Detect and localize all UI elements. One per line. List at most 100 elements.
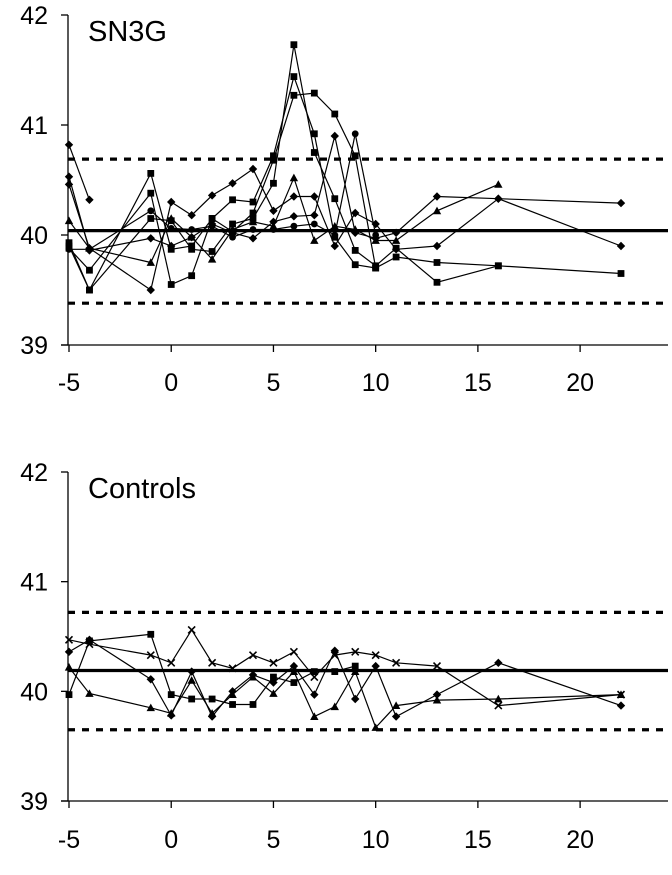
- data-point: [330, 702, 339, 711]
- data-point: [372, 231, 380, 239]
- chart-title: SN3G: [88, 16, 167, 48]
- data-point: [310, 668, 318, 675]
- data-point: [65, 691, 73, 699]
- series-6: [65, 89, 380, 294]
- data-point: [331, 195, 339, 203]
- data-point: [330, 131, 339, 141]
- data-point: [617, 270, 625, 277]
- data-point: [249, 209, 257, 217]
- data-point: [249, 701, 257, 708]
- data-point: [351, 247, 359, 254]
- data-point: [310, 211, 319, 220]
- data-point: [432, 690, 442, 699]
- data-point: [167, 197, 176, 207]
- data-point: [249, 226, 257, 233]
- data-point: [229, 220, 236, 228]
- data-point: [64, 140, 74, 149]
- data-point: [208, 222, 216, 230]
- data-point: [351, 130, 359, 138]
- data-point: [351, 225, 360, 233]
- data-point: [494, 180, 503, 188]
- data-point: [432, 206, 442, 215]
- data-point: [64, 172, 74, 181]
- y-tick-label: 40: [20, 678, 48, 706]
- series-3: [65, 630, 359, 708]
- data-point: [188, 272, 196, 280]
- data-point: [167, 691, 175, 699]
- data-point: [391, 228, 401, 237]
- data-point: [351, 647, 360, 656]
- data-point: [187, 625, 196, 634]
- data-point: [616, 198, 626, 208]
- series-line: [68, 135, 622, 252]
- data-point: [351, 667, 360, 675]
- data-point: [207, 709, 217, 717]
- data-point: [269, 678, 278, 687]
- data-point: [64, 663, 74, 671]
- x-tick-label: -5: [58, 369, 80, 397]
- y-tick-label: 42: [20, 459, 48, 487]
- data-point: [146, 675, 155, 684]
- data-point: [64, 647, 74, 657]
- data-point: [310, 89, 318, 97]
- data-point: [289, 212, 299, 221]
- data-point: [188, 695, 196, 703]
- data-point: [270, 156, 277, 164]
- series-8: [65, 130, 380, 253]
- data-point: [351, 694, 360, 704]
- data-point: [391, 712, 401, 721]
- data-point: [269, 658, 278, 667]
- data-point: [391, 236, 401, 244]
- data-point: [351, 261, 359, 269]
- x-tick-label: 0: [164, 826, 178, 854]
- x-tick-label: 0: [164, 369, 178, 397]
- data-point: [331, 668, 339, 675]
- data-point: [310, 236, 319, 244]
- data-point: [229, 233, 236, 241]
- panel-controls: 39 40 41 42 -5 0 5 10 15 20 Controls: [20, 459, 668, 854]
- data-point: [392, 253, 400, 261]
- data-point: [147, 215, 155, 222]
- data-point: [494, 694, 503, 703]
- data-point: [371, 236, 380, 244]
- data-point: [331, 231, 339, 239]
- data-point: [167, 225, 175, 232]
- data-point: [229, 196, 236, 204]
- data-point: [616, 690, 626, 699]
- data-point: [269, 689, 278, 697]
- data-point: [208, 248, 216, 255]
- data-point: [167, 214, 176, 222]
- data-point: [310, 220, 318, 228]
- data-point: [85, 195, 94, 204]
- data-point: [372, 264, 380, 272]
- data-point: [269, 206, 278, 215]
- x-tick-label: 5: [266, 369, 280, 397]
- series-1: [64, 625, 626, 710]
- x-tick-label: 20: [566, 369, 594, 397]
- data-point: [187, 233, 196, 241]
- data-point: [391, 701, 401, 709]
- data-point: [494, 658, 503, 668]
- data-point: [616, 241, 626, 251]
- data-point: [371, 661, 380, 671]
- x-tick-label: 20: [566, 826, 594, 854]
- series-line: [68, 639, 622, 718]
- data-point: [228, 664, 237, 673]
- series-line: [68, 44, 499, 292]
- y-tick-label: 40: [20, 222, 48, 250]
- data-point: [146, 651, 155, 660]
- series-line: [68, 176, 499, 264]
- y-tick-label: 41: [20, 112, 48, 140]
- data-point: [85, 689, 94, 697]
- x-tick-label: 5: [266, 826, 280, 854]
- data-point: [188, 242, 196, 250]
- data-point: [208, 695, 216, 703]
- data-point: [86, 286, 93, 294]
- data-point: [494, 194, 503, 203]
- data-point: [310, 130, 318, 138]
- data-point: [290, 41, 298, 49]
- series-4: [65, 73, 625, 288]
- data-point: [187, 211, 196, 220]
- y-tick-label: 39: [20, 788, 48, 816]
